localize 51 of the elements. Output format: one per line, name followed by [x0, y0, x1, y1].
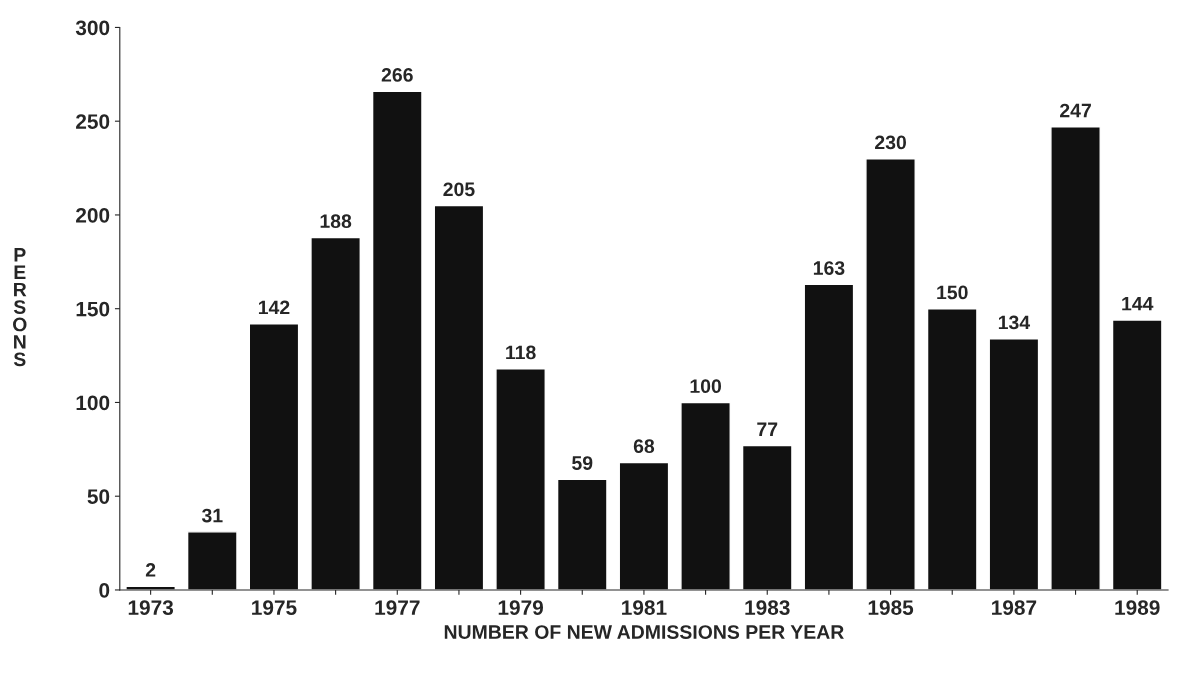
x-tick-label: 1973: [128, 600, 174, 616]
bar: [1050, 126, 1101, 590]
data-label: 118: [506, 345, 536, 360]
bar: [1111, 319, 1163, 590]
bar: [371, 90, 423, 590]
y-tick-label: 200: [76, 207, 110, 223]
data-label: 31: [201, 508, 223, 523]
data-label: 68: [633, 439, 655, 454]
data-label: 142: [258, 300, 290, 315]
x-tick-label: 1981: [622, 600, 667, 615]
data-label: 77: [757, 422, 778, 436]
data-label: 100: [690, 379, 722, 394]
y-tick-label: 150: [76, 301, 110, 317]
data-label: 144: [1122, 296, 1154, 311]
bar: [926, 308, 978, 590]
data-label: 163: [813, 261, 845, 275]
x-tick-label: 1979: [498, 600, 543, 615]
bar: [618, 461, 670, 590]
data-label: 247: [1060, 103, 1091, 118]
y-tick-label: 300: [75, 20, 110, 36]
y-tick-label: 0: [99, 582, 110, 598]
y-tick-label: 100: [76, 395, 110, 411]
x-tick-label: 1983: [745, 600, 790, 616]
bar: [988, 338, 1040, 590]
bar: [803, 283, 855, 590]
bar: [865, 157, 916, 590]
data-label: 266: [381, 68, 413, 82]
bar: [433, 204, 485, 590]
bar: [680, 401, 731, 590]
bar: [186, 531, 238, 590]
x-tick-label: 1985: [868, 600, 914, 615]
bar: [248, 323, 300, 590]
data-label: 188: [320, 214, 352, 229]
data-label: 2: [145, 563, 156, 577]
bar: [310, 236, 361, 590]
data-label: 59: [572, 456, 593, 470]
bar: [495, 368, 546, 590]
y-axis-title: PERSONS: [13, 248, 27, 367]
y-tick-label: 50: [87, 489, 110, 504]
x-axis-title: NUMBER OF NEW ADMISSIONS PER YEAR: [444, 625, 844, 639]
x-tick-label: 1987: [992, 600, 1037, 615]
x-tick-label: 1975: [252, 600, 297, 615]
x-tick-label: 1989: [1115, 600, 1160, 615]
data-label: 205: [443, 182, 475, 197]
bar: [556, 478, 608, 590]
x-tick-label: 1977: [375, 600, 420, 615]
data-label: 150: [937, 285, 968, 300]
data-label: 230: [875, 135, 906, 150]
data-label: 134: [998, 315, 1031, 330]
bar: [741, 444, 793, 590]
y-tick-label: 250: [76, 114, 110, 129]
